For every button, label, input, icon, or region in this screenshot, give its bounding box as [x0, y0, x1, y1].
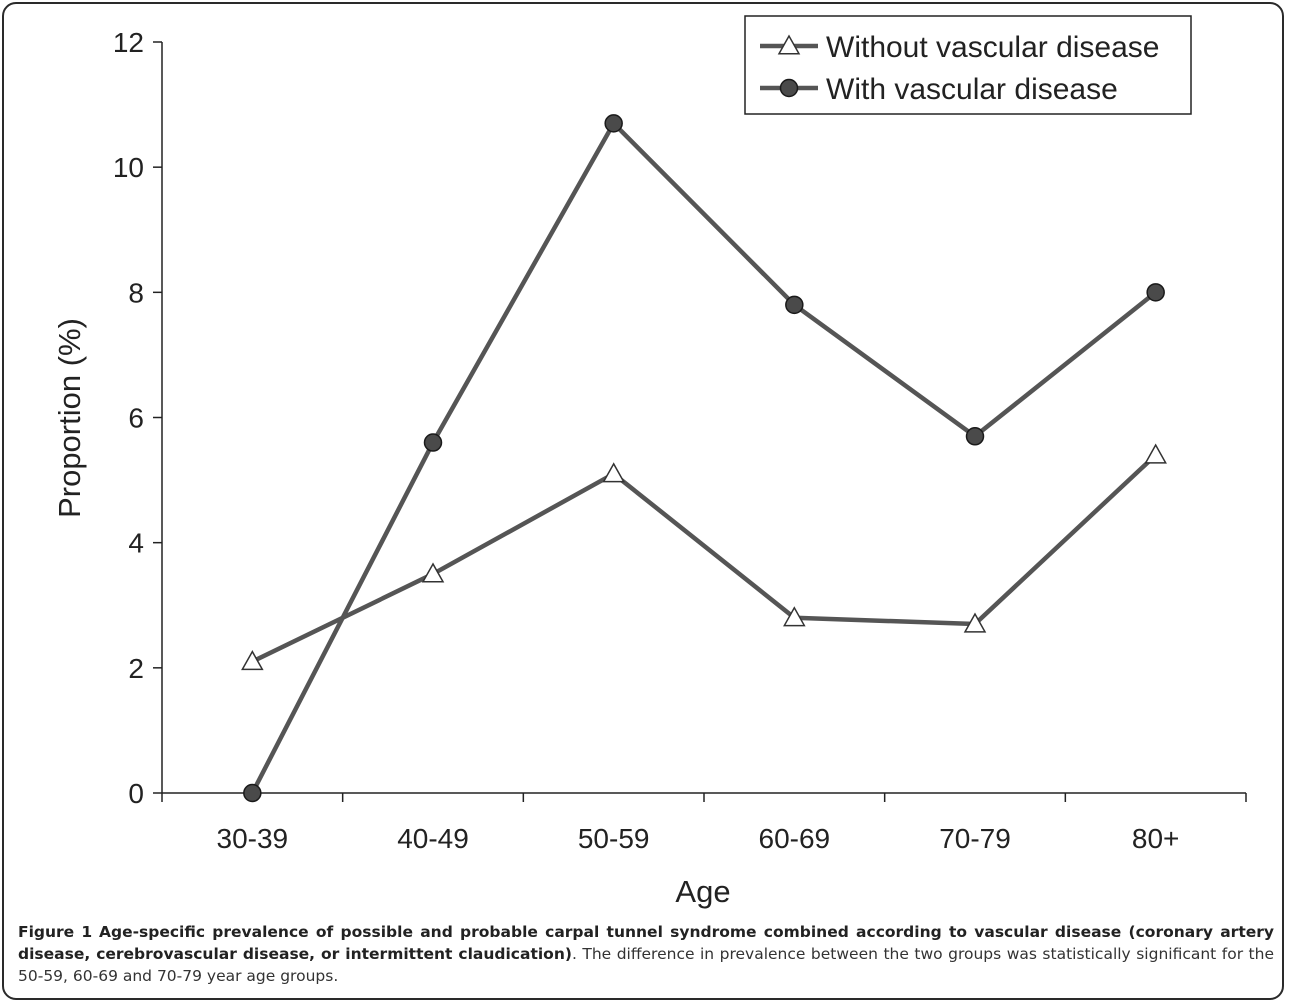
chart-series — [241, 114, 1167, 803]
data-point — [421, 562, 445, 583]
data-point — [963, 612, 987, 633]
figure-caption: Figure 1 Age-specific prevalence of poss… — [18, 921, 1274, 987]
chart-legend: Without vascular disease With vascular di… — [744, 15, 1192, 115]
data-point — [243, 783, 262, 803]
legend-label: With vascular disease — [826, 73, 1118, 106]
y-tick-label: 10 — [113, 152, 144, 183]
series-2 — [243, 114, 1165, 803]
x-tick-label: 40-49 — [397, 823, 469, 854]
y-tick-label: 6 — [128, 403, 144, 434]
data-point — [1144, 443, 1167, 464]
x-axis-label: Age — [675, 874, 730, 909]
y-tick-label: 12 — [113, 27, 144, 58]
data-point — [423, 433, 443, 452]
legend-label: Without vascular disease — [826, 31, 1160, 64]
x-tick-label: 30-39 — [217, 823, 289, 854]
x-tick-label: 50-59 — [578, 823, 650, 854]
y-tick-label: 2 — [128, 653, 144, 684]
data-point — [785, 295, 804, 315]
series-line — [250, 121, 1158, 795]
y-tick-label: 8 — [128, 277, 144, 308]
legend-triangle-marker — [777, 34, 801, 55]
data-point — [602, 462, 625, 483]
x-tick-label: 70-79 — [939, 823, 1011, 854]
series-line — [251, 453, 1158, 664]
series-1 — [241, 443, 1167, 671]
caption-title: Age-specific prevalence of possible and … — [18, 923, 1274, 963]
caption-text: . The difference in prevalence between t… — [18, 945, 1274, 985]
y-tick-label: 0 — [128, 778, 144, 809]
data-point — [783, 606, 806, 627]
legend-circle-marker — [779, 78, 799, 98]
data-point — [965, 427, 985, 446]
y-axis-label: Proportion (%) — [52, 318, 87, 518]
data-point — [1146, 283, 1165, 302]
data-point — [241, 650, 264, 671]
y-tick-label: 4 — [128, 528, 144, 559]
chart-axes: 0 2 4 6 8 10 12 30-39 40-49 50-59 60-69 70-79 80+ — [113, 27, 1247, 854]
line-chart: 0 2 4 6 8 10 12 30-39 40-49 50-59 60-69 70-79 80+ Wi… — [52, 15, 1247, 909]
data-point — [604, 114, 623, 133]
legend-box — [744, 15, 1192, 115]
x-tick-label: 60-69 — [759, 823, 831, 854]
x-tick-label: 80+ — [1132, 823, 1180, 854]
caption-label: Figure 1 — [18, 923, 93, 941]
